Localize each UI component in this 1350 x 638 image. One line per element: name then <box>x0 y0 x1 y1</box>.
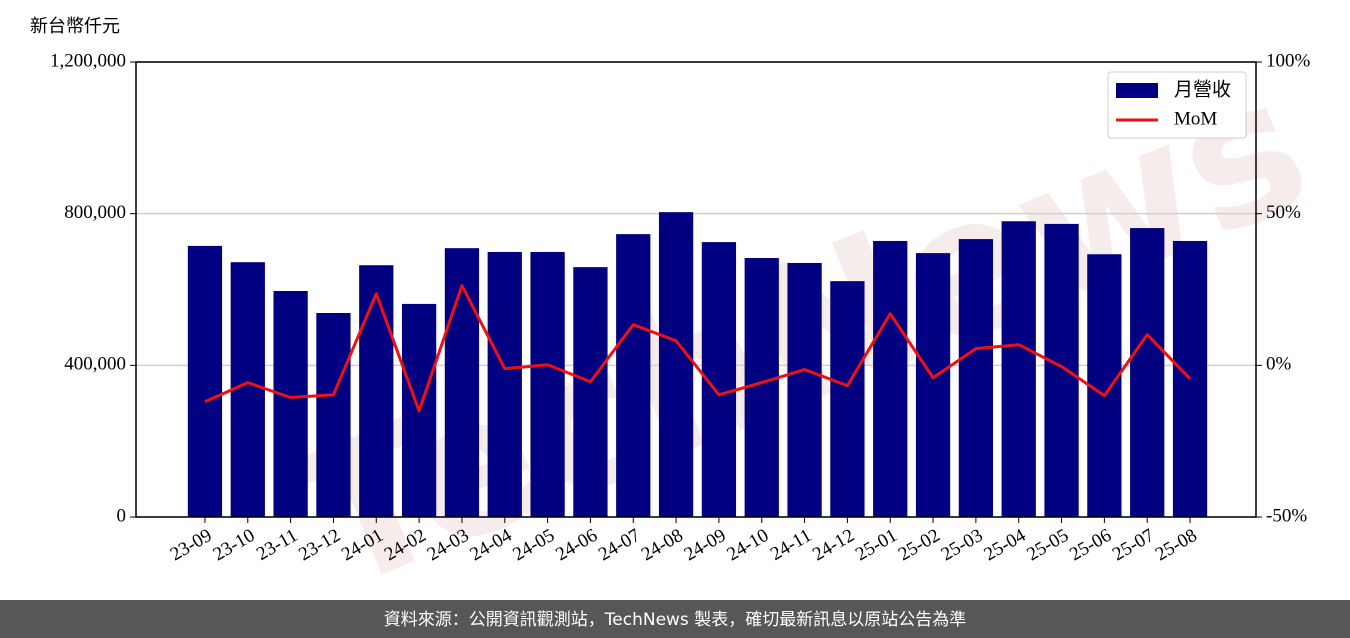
line <box>204 284 1192 413</box>
footer-bar <box>0 600 1350 638</box>
bar <box>573 267 608 517</box>
x-tick-label: 24-11 <box>767 525 815 565</box>
bar <box>873 240 908 517</box>
x-tick-label: 25-06 <box>1066 525 1115 565</box>
x-tick-label: 23-09 <box>167 525 216 565</box>
bar <box>1001 221 1036 517</box>
bar <box>787 262 822 517</box>
x-tick-label: 25-01 <box>852 525 901 565</box>
bar <box>444 248 480 517</box>
bar <box>230 262 265 517</box>
legend-label: MoM <box>1174 108 1217 129</box>
plot-frame <box>135 61 1257 518</box>
y2-tick-label: -50% <box>1266 505 1307 526</box>
x-tick-label: 23-11 <box>253 525 301 565</box>
y-tick-label: 800,000 <box>64 202 126 223</box>
y2-tick-label: 50% <box>1266 202 1301 223</box>
bar <box>830 281 865 517</box>
bar <box>1044 223 1079 517</box>
legend-swatch <box>1116 83 1158 98</box>
y2-tick-label: 100% <box>1266 50 1311 71</box>
x-tick-label: 25-05 <box>1023 525 1072 565</box>
x-tick-label: 25-08 <box>1152 525 1201 565</box>
bar <box>958 239 994 517</box>
x-tick-label: 25-04 <box>981 525 1030 566</box>
y-tick-label: 400,000 <box>64 354 126 375</box>
bar <box>616 234 651 517</box>
x-tick-label: 25-03 <box>938 525 987 565</box>
x-tick-label: 24-10 <box>724 525 773 565</box>
x-tick-label: 25-07 <box>1109 525 1158 565</box>
x-tick-label: 25-02 <box>895 525 944 565</box>
x-tick-label: 24-09 <box>681 525 730 565</box>
footer: 資料來源：公開資訊觀測站，TechNews 製表，確切最新訊息以原站公告為準 <box>384 610 966 630</box>
bar <box>359 265 394 517</box>
bar <box>487 251 522 517</box>
x-tick-label: 24-12 <box>809 525 858 565</box>
y-tick-label: 1,200,000 <box>50 50 126 71</box>
y-tick-label: 0 <box>117 505 127 526</box>
bar <box>273 291 308 517</box>
bar <box>1087 254 1122 518</box>
bar <box>530 251 565 517</box>
x-tick-label: 24-08 <box>638 525 687 565</box>
y2-tick-label: 0% <box>1266 354 1292 375</box>
legend-label: 月營收 <box>1174 79 1231 101</box>
bar <box>187 245 223 518</box>
bar <box>1172 240 1208 517</box>
bar <box>1130 228 1165 517</box>
y-axis-title: 新台幣仟元 <box>30 16 120 37</box>
bar <box>744 258 779 517</box>
x-tick-label: 23-10 <box>210 525 259 565</box>
bar <box>658 212 694 517</box>
bar <box>915 253 951 517</box>
bar <box>316 313 351 517</box>
